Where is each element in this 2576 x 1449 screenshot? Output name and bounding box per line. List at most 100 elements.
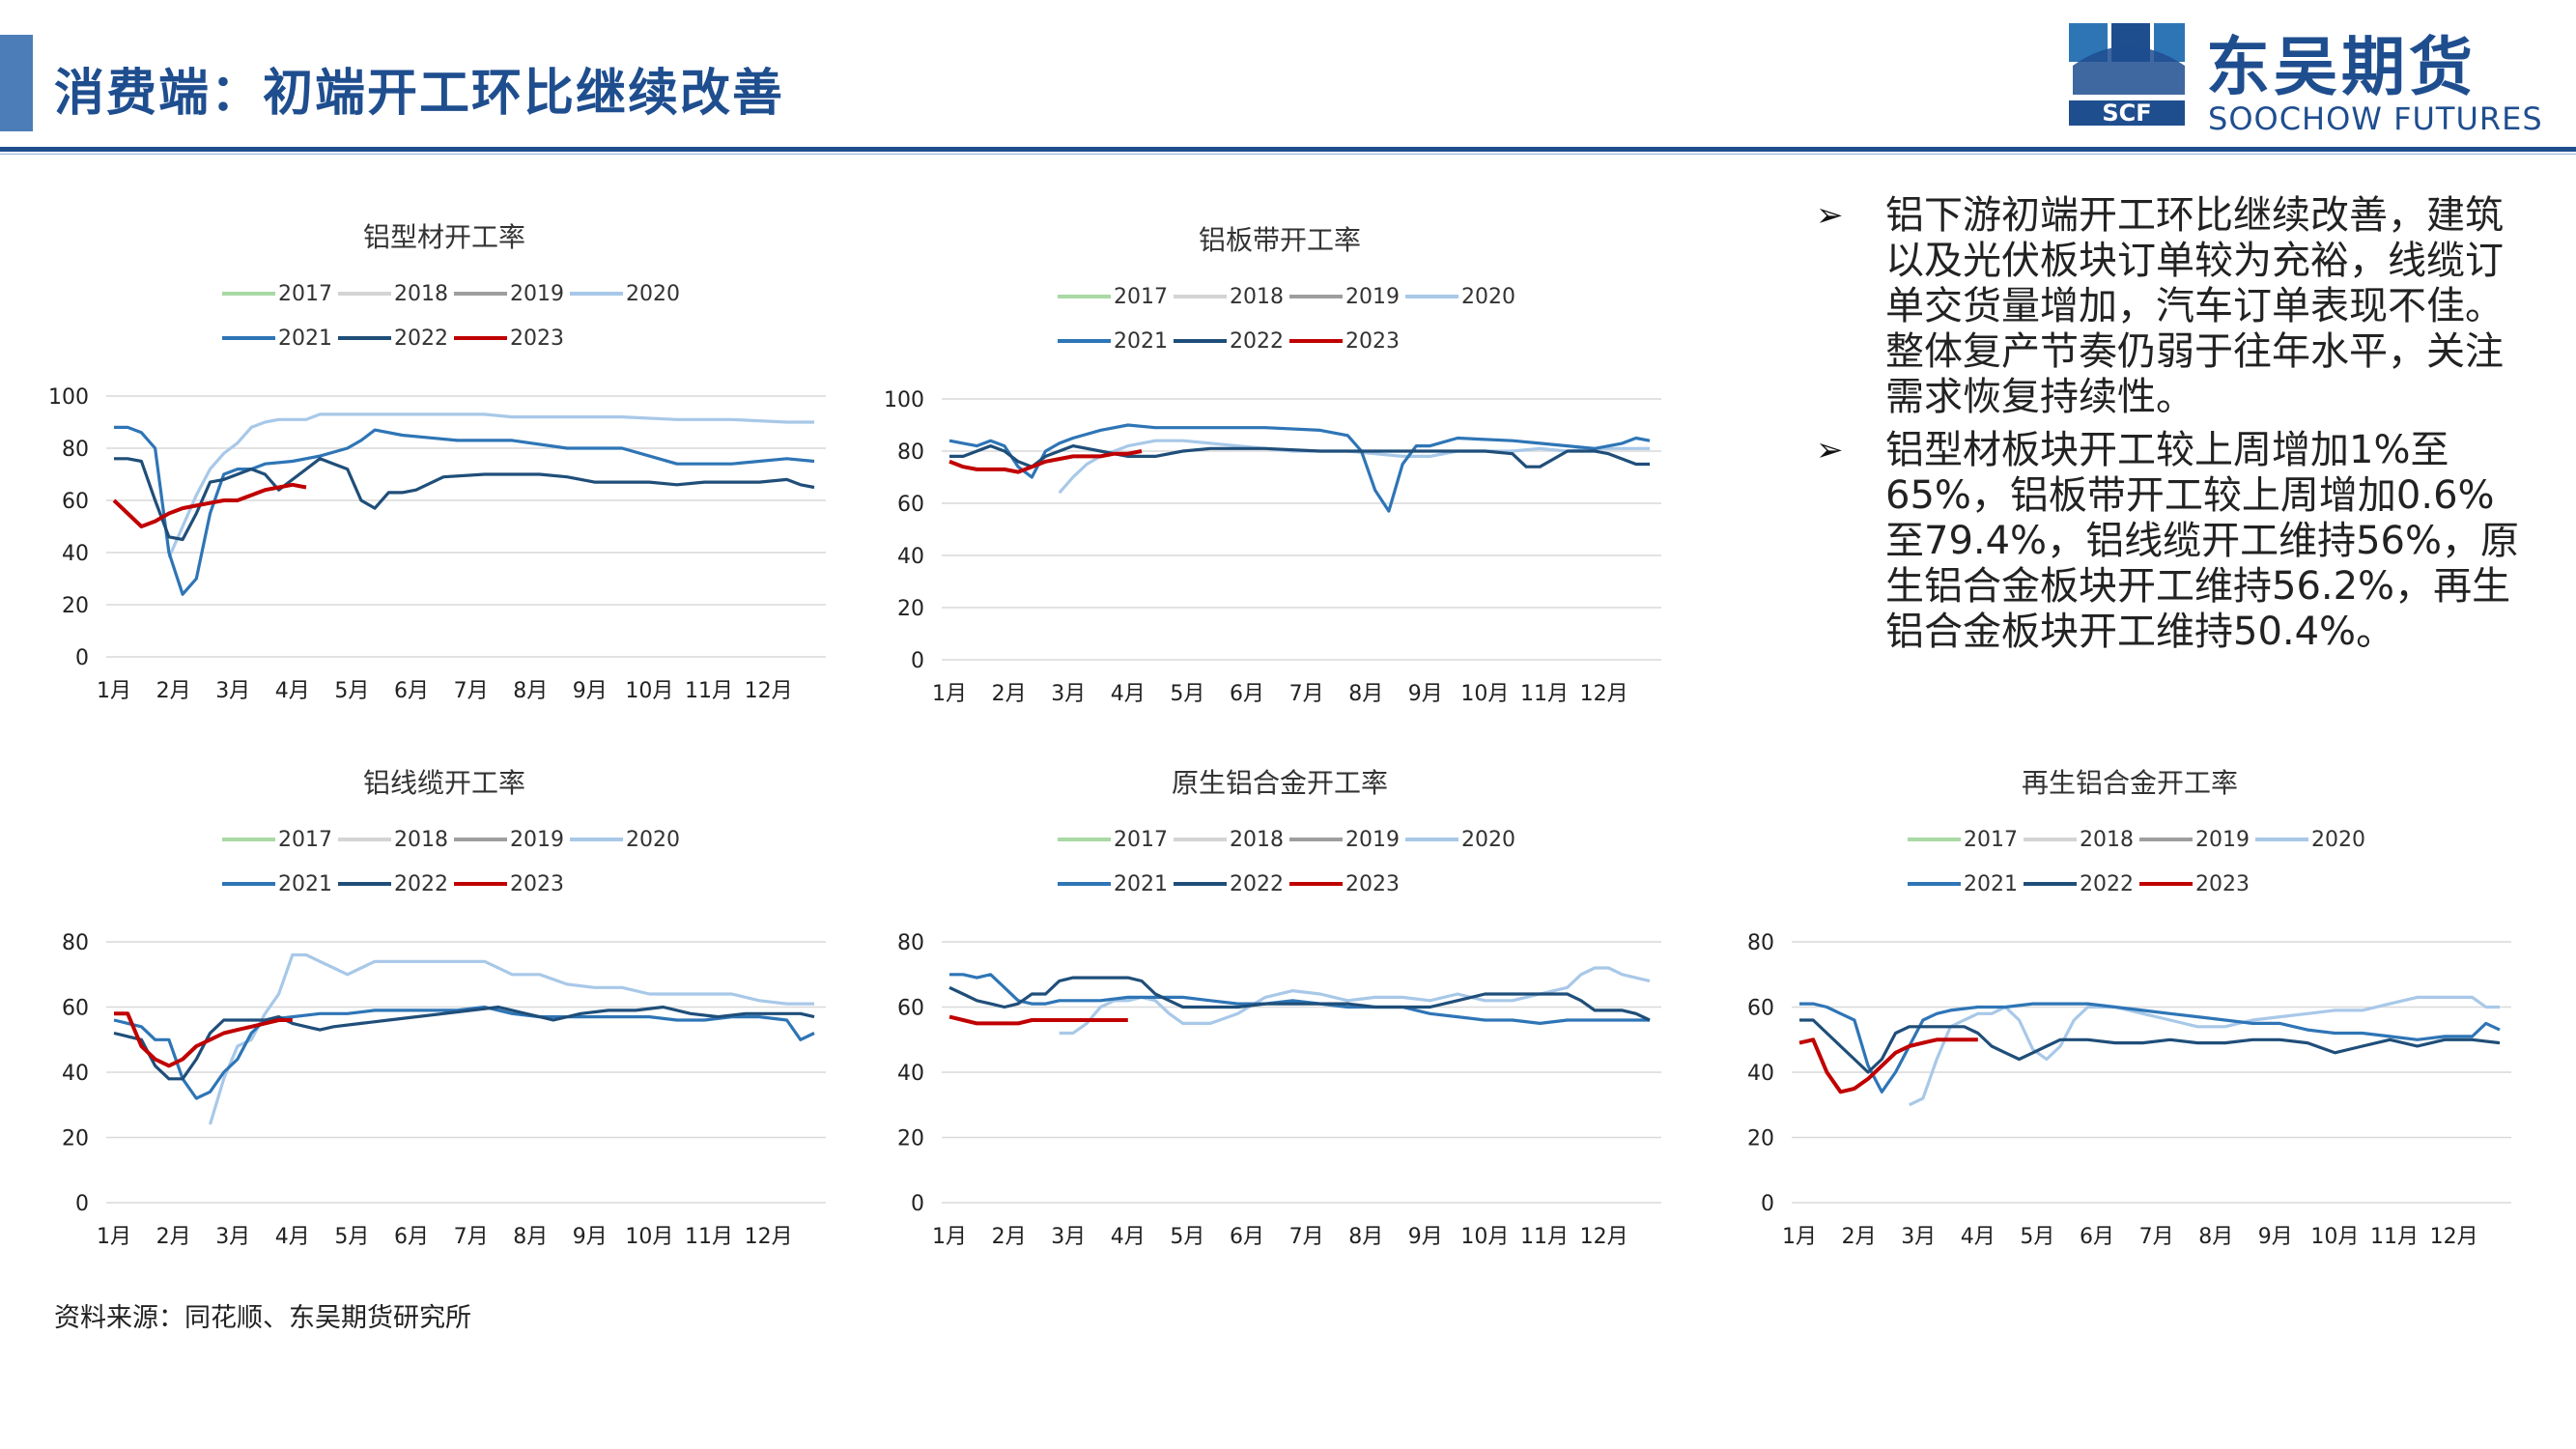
x-tick-label: 7月 — [2139, 1225, 2174, 1249]
arrow-bullet-icon: ➢ — [1816, 196, 1844, 235]
x-tick-label: 3月 — [215, 679, 250, 703]
y-tick-label: 80 — [897, 931, 924, 955]
y-tick-label: 0 — [1761, 1192, 1774, 1216]
series-line-2021 — [948, 423, 1651, 513]
x-tick-label: 4月 — [275, 679, 310, 703]
x-tick-label: 11月 — [685, 679, 733, 703]
chart-title: 铝线缆开工率 — [363, 767, 525, 799]
y-tick-label: 0 — [75, 1192, 89, 1216]
legend-label: 2023 — [2195, 872, 2250, 896]
chart-title: 原生铝合金开工率 — [1172, 767, 1388, 799]
series-line-2023 — [948, 449, 1143, 474]
chart-svg-aluminum-cable: 铝线缆开工率 2017 2018 2019 2020 2021 2022 2023 0 20 40 6… — [62, 767, 826, 1249]
legend-label: 2017 — [278, 282, 332, 306]
legend-label: 2022 — [1230, 329, 1284, 354]
x-tick-label: 6月 — [1230, 682, 1264, 706]
chart-title: 再生铝合金开工率 — [2022, 767, 2238, 799]
y-tick-label: 60 — [62, 490, 89, 514]
legend-label: 2020 — [626, 282, 680, 306]
legend-label: 2021 — [1114, 872, 1168, 896]
legend-label: 2020 — [1461, 828, 1515, 852]
legend-label: 2018 — [2080, 828, 2134, 852]
title-accent-bar — [0, 35, 33, 131]
x-tick-label: 6月 — [394, 679, 429, 703]
series-line-2022 — [113, 1005, 815, 1081]
logo-mark-text: SCF — [2102, 99, 2151, 127]
commentary-text: 铝型材板块开工较上周增加1%至65%，铝板带开工较上周增加0.6%至79.4%，… — [1885, 428, 2519, 654]
legend-label: 2019 — [2195, 828, 2250, 852]
commentary-bullet: ➢ 铝下游初端开工环比继续改善，建筑以及光伏板块订单较为充裕，线缆订单交货量增加… — [1816, 193, 2531, 420]
chart-title: 铝型材开工率 — [363, 221, 525, 253]
legend-label: 2022 — [2080, 872, 2134, 896]
legend-label: 2017 — [1114, 828, 1168, 852]
series-line-2023 — [1798, 1037, 1978, 1094]
x-tick-label: 2月 — [156, 679, 191, 703]
x-tick-label: 9月 — [573, 1225, 608, 1249]
commentary-bullet: ➢ 铝型材板块开工较上周增加1%至65%，铝板带开工较上周增加0.6%至79.4… — [1816, 428, 2531, 655]
series-line-2022 — [1799, 1018, 2501, 1074]
header-divider — [0, 147, 2576, 152]
x-tick-label: 5月 — [1170, 1225, 1204, 1249]
x-tick-label: 5月 — [2020, 1225, 2054, 1249]
data-source-note: 资料来源：同花顺、东吴期货研究所 — [54, 1303, 471, 1333]
x-tick-label: 1月 — [97, 1225, 131, 1249]
x-tick-label: 6月 — [1230, 1225, 1264, 1249]
x-tick-label: 11月 — [685, 1225, 733, 1249]
x-tick-label: 5月 — [1170, 682, 1204, 706]
chart-aluminum-cable: 铝线缆开工率 2017 2018 2019 2020 2021 2022 2023 0 20 40 6… — [39, 753, 850, 1265]
commentary-text: 铝下游初端开工环比继续改善，建筑以及光伏板块订单较为充裕，线缆订单交货量增加，汽… — [1885, 193, 2504, 419]
legend-label: 2022 — [394, 872, 448, 896]
legend-label: 2020 — [2311, 828, 2365, 852]
chart-svg-primary-alloy: 原生铝合金开工率 2017 2018 2019 2020 2021 2022 2023 0 20 4… — [897, 767, 1661, 1249]
chart-svg-aluminum-strip: 铝板带开工率 2017 2018 2019 2020 2021 2022 2023 0 20 40 6… — [884, 224, 1661, 706]
y-tick-label: 80 — [1747, 931, 1774, 955]
legend-label: 2017 — [1964, 828, 2018, 852]
y-tick-label: 40 — [897, 1062, 924, 1086]
x-tick-label: 12月 — [1580, 682, 1628, 706]
legend-label: 2019 — [510, 282, 564, 306]
x-tick-label: 8月 — [1348, 682, 1383, 706]
x-tick-label: 9月 — [573, 679, 608, 703]
y-tick-label: 60 — [897, 493, 924, 517]
legend-label: 2021 — [1964, 872, 2018, 896]
chart-aluminum-profile: 铝型材开工率 2017 2018 2019 2020 2021 2022 2023 0 20 40 6… — [39, 208, 850, 720]
legend-label: 2018 — [1230, 828, 1284, 852]
x-tick-label: 1月 — [932, 1225, 967, 1249]
chart-svg-secondary-alloy: 再生铝合金开工率 2017 2018 2019 2020 2021 2022 2023 0 20 4… — [1747, 767, 2511, 1249]
x-tick-label: 1月 — [97, 679, 131, 703]
x-tick-label: 12月 — [2430, 1225, 2478, 1249]
y-tick-label: 80 — [62, 438, 89, 462]
x-tick-label: 7月 — [1289, 682, 1324, 706]
header-divider-thin — [0, 154, 2576, 155]
x-tick-label: 3月 — [1051, 1225, 1086, 1249]
x-tick-label: 9月 — [1408, 682, 1443, 706]
x-tick-label: 11月 — [1520, 1225, 1569, 1249]
x-tick-label: 6月 — [2080, 1225, 2114, 1249]
x-tick-label: 11月 — [2370, 1225, 2419, 1249]
series-line-2021 — [113, 1005, 815, 1100]
legend-label: 2021 — [278, 872, 332, 896]
x-tick-label: 11月 — [1520, 682, 1569, 706]
x-tick-label: 2月 — [992, 682, 1027, 706]
y-tick-label: 40 — [62, 542, 89, 566]
chart-secondary-alloy: 再生铝合金开工率 2017 2018 2019 2020 2021 2022 2023 0 20 4… — [1724, 753, 2535, 1265]
series-line-2022 — [114, 457, 815, 542]
chart-svg-aluminum-profile: 铝型材开工率 2017 2018 2019 2020 2021 2022 2023 0 20 40 6… — [48, 221, 826, 703]
x-tick-label: 8月 — [1348, 1225, 1383, 1249]
x-tick-label: 5月 — [334, 1225, 369, 1249]
legend-label: 2022 — [394, 327, 448, 351]
commentary: ➢ 铝下游初端开工环比继续改善，建筑以及光伏板块订单较为充裕，线缆订单交货量增加… — [1816, 193, 2531, 663]
x-tick-label: 3月 — [1901, 1225, 1936, 1249]
x-tick-label: 9月 — [2258, 1225, 2293, 1249]
series-line-2023 — [114, 1011, 293, 1068]
y-tick-label: 0 — [911, 1192, 924, 1216]
logo-english-name: SOOCHOW FUTURES — [2208, 100, 2543, 137]
y-tick-label: 100 — [884, 388, 924, 412]
x-tick-label: 7月 — [454, 1225, 489, 1249]
x-tick-label: 4月 — [1111, 682, 1146, 706]
x-tick-label: 8月 — [513, 679, 548, 703]
series-line-2021 — [949, 973, 1650, 1025]
y-tick-label: 80 — [62, 931, 89, 955]
x-tick-label: 2月 — [1842, 1225, 1877, 1249]
legend-label: 2021 — [278, 327, 332, 351]
